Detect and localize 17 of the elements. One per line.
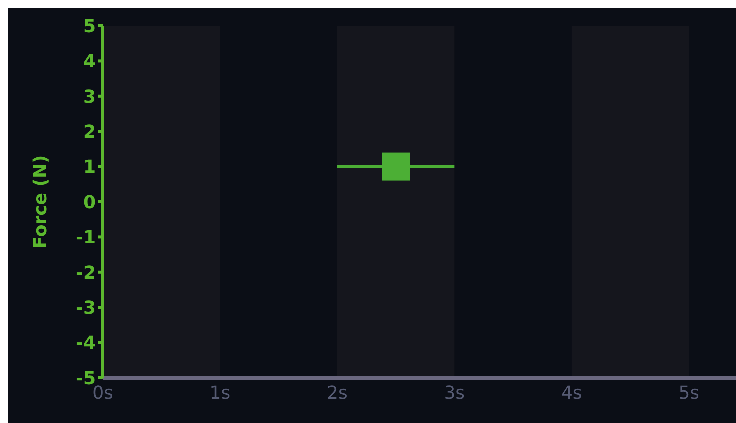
x-tick-label: 2s — [327, 382, 348, 404]
x-tick-label: 5s — [678, 382, 700, 404]
y-tick-label: 2 — [83, 122, 96, 143]
y-tick-label: 0 — [83, 192, 96, 214]
y-tick-label: -2 — [76, 262, 96, 284]
y-tick-label: 5 — [83, 16, 96, 38]
y-axis-title: Force (N) — [30, 155, 52, 249]
y-tick-label: 4 — [83, 52, 96, 73]
x-tick-label: 1s — [210, 382, 231, 404]
y-tick-label: -1 — [76, 228, 96, 249]
y-tick-label: -3 — [76, 298, 96, 319]
x-tick-label: 4s — [561, 382, 582, 404]
y-tick-label: -4 — [76, 333, 96, 354]
x-tick-label: 0s — [92, 382, 114, 404]
x-tick-label: 3s — [444, 382, 466, 404]
y-tick-label: 3 — [83, 86, 96, 108]
y-tick-label: 1 — [83, 157, 96, 178]
